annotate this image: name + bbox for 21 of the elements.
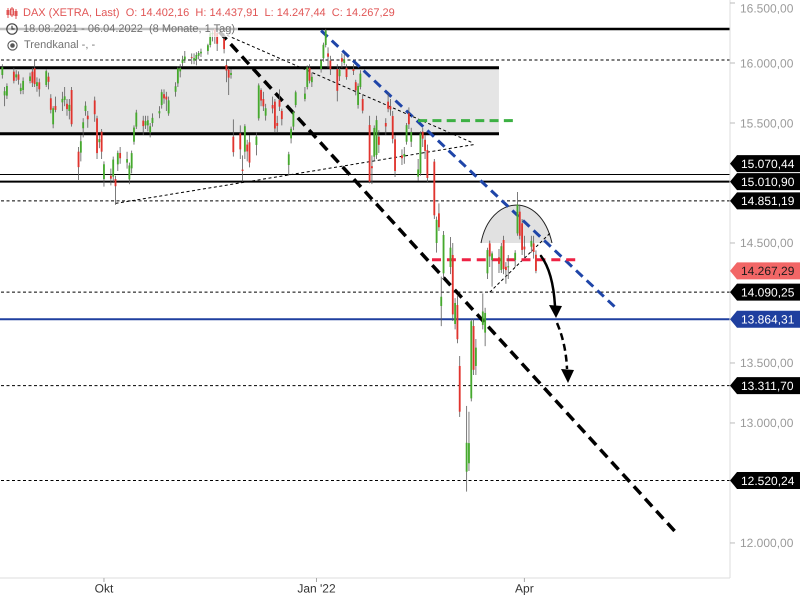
text: 14.267,29	[741, 264, 795, 278]
y-tick-label: 12.000,00	[740, 536, 794, 550]
y-tick-label: 16.000,00	[740, 56, 794, 70]
ref-line-label: 13.311,70	[741, 378, 794, 393]
ref-line-label: 15.010,90	[741, 174, 795, 189]
x-tick-label: Okt	[94, 582, 114, 596]
text: 18.08.2021 - 06.04.2022 (8 Monate, 1 Tag)	[23, 22, 236, 37]
y-tick-label: 13.500,00	[740, 356, 794, 370]
y-tick-label: 14.500,00	[740, 236, 794, 250]
ref-line-label: 14.090,25	[741, 285, 795, 300]
y-tick-label: 13.000,00	[740, 416, 794, 430]
ref-line-label: 15.070,44	[741, 156, 795, 171]
ref-line-label: 12.520,24	[741, 474, 795, 488]
ref-line-label: 13.864,31	[741, 312, 795, 327]
annotation: Trendkanal -, -	[24, 38, 96, 53]
x-tick-label: Jan '22	[297, 582, 336, 596]
y-tick-label: 15.500,00	[740, 116, 794, 130]
y-tick-label: 16.500,00	[740, 1, 794, 16]
text: DAX (XETRA, Last) O: 14.402,16 H: 14.437,91 L: 14.247,44 C: 14.267,29	[23, 6, 395, 21]
x-tick-label: Apr	[515, 582, 534, 596]
ref-line-label: 14.851,19	[741, 194, 795, 208]
